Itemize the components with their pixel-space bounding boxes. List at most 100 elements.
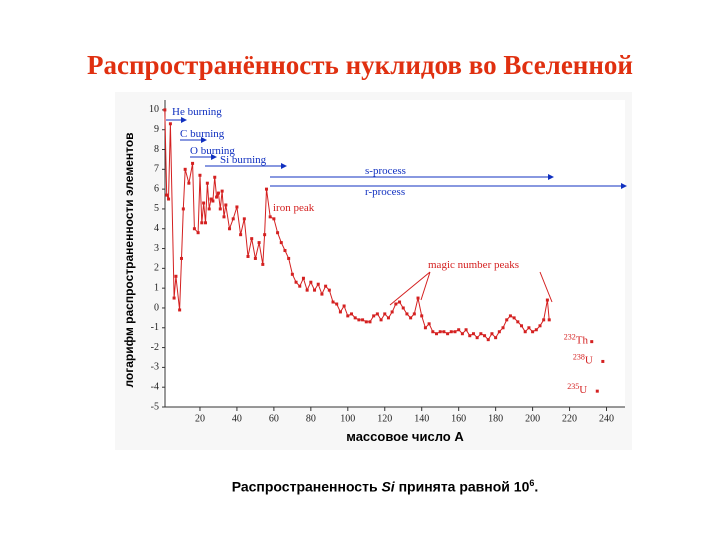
annotation: r-process bbox=[365, 186, 405, 198]
data-point bbox=[405, 312, 409, 316]
data-point bbox=[545, 298, 549, 302]
y-tick-label: 9 bbox=[154, 124, 159, 135]
data-point bbox=[483, 334, 487, 338]
data-point bbox=[390, 310, 394, 314]
data-point bbox=[361, 318, 365, 322]
data-point bbox=[342, 304, 346, 308]
x-tick-label: 120 bbox=[377, 413, 392, 424]
data-point bbox=[215, 195, 219, 199]
data-point bbox=[398, 300, 402, 304]
data-point bbox=[468, 334, 472, 338]
x-tick-label: 20 bbox=[195, 413, 205, 424]
annotation: C burning bbox=[180, 128, 225, 140]
data-point bbox=[442, 330, 446, 334]
data-point bbox=[449, 330, 453, 334]
data-point bbox=[508, 314, 512, 318]
data-point bbox=[187, 181, 191, 185]
data-point bbox=[383, 312, 387, 316]
footnote-exponent: 6 bbox=[529, 478, 535, 488]
data-point bbox=[401, 306, 405, 310]
data-point bbox=[327, 288, 331, 292]
data-point bbox=[375, 312, 379, 316]
data-point bbox=[167, 197, 171, 201]
data-point bbox=[294, 280, 298, 284]
data-point bbox=[246, 254, 250, 258]
data-point bbox=[268, 215, 272, 219]
x-tick-label: 140 bbox=[414, 413, 429, 424]
y-axis-label: логарифм распространенности элементов bbox=[122, 132, 136, 387]
data-point bbox=[220, 189, 224, 193]
isotope-symbol: Th bbox=[576, 335, 589, 347]
data-point bbox=[279, 241, 283, 245]
data-point bbox=[497, 330, 501, 334]
data-point bbox=[222, 215, 226, 219]
data-point bbox=[239, 233, 243, 237]
data-point bbox=[261, 262, 265, 266]
data-point bbox=[412, 312, 416, 316]
data-point bbox=[460, 332, 464, 336]
y-tick-label: -1 bbox=[151, 322, 159, 333]
data-point bbox=[183, 167, 187, 171]
data-point bbox=[172, 296, 176, 300]
x-axis-label: массовое число A bbox=[346, 429, 464, 444]
data-point bbox=[357, 318, 361, 322]
data-point bbox=[464, 328, 468, 332]
data-point bbox=[213, 175, 217, 179]
data-point bbox=[250, 237, 254, 241]
data-point bbox=[231, 217, 235, 221]
footnote-text: принята равной 10 bbox=[394, 478, 530, 495]
data-point bbox=[263, 233, 267, 237]
data-point bbox=[287, 256, 291, 260]
data-point bbox=[409, 316, 413, 320]
chart: логарифм распространенности элементов ма… bbox=[122, 100, 627, 444]
footnote-text: Распространенность bbox=[231, 478, 382, 495]
data-point bbox=[335, 302, 339, 306]
isotope-mass: 238 bbox=[573, 352, 585, 361]
x-tick-label: 40 bbox=[232, 413, 242, 424]
data-point bbox=[313, 288, 317, 292]
isotope-label: 232Th bbox=[564, 333, 589, 347]
data-point bbox=[538, 324, 542, 328]
x-tick-label: 100 bbox=[340, 413, 355, 424]
footnote-text: . bbox=[534, 478, 539, 495]
annotation: Si burning bbox=[220, 154, 267, 166]
isotope-symbol: U bbox=[579, 384, 587, 396]
data-point bbox=[494, 336, 498, 340]
data-point bbox=[431, 330, 435, 334]
data-point bbox=[427, 322, 431, 326]
data-point bbox=[218, 207, 222, 211]
data-point bbox=[179, 256, 183, 260]
data-point bbox=[192, 227, 196, 231]
data-point bbox=[534, 328, 538, 332]
y-tick-label: 3 bbox=[154, 243, 159, 254]
x-tick-label: 220 bbox=[562, 413, 577, 424]
data-point bbox=[420, 314, 424, 318]
isotope-point bbox=[601, 359, 605, 363]
data-point bbox=[471, 332, 475, 336]
isotope-mass: 232 bbox=[564, 333, 576, 342]
y-tick-label: 10 bbox=[149, 104, 159, 115]
y-tick-label: -5 bbox=[151, 401, 159, 412]
data-point bbox=[163, 108, 167, 112]
y-tick-label: 1 bbox=[154, 282, 159, 293]
data-point bbox=[316, 282, 320, 286]
data-point bbox=[257, 241, 261, 245]
data-point bbox=[520, 324, 524, 328]
y-tick-label: 2 bbox=[154, 263, 159, 274]
data-point bbox=[486, 338, 490, 342]
data-point bbox=[547, 318, 551, 322]
footnote-element: Si bbox=[381, 478, 395, 495]
y-tick-label: -4 bbox=[151, 381, 159, 392]
data-point bbox=[416, 296, 420, 300]
data-point bbox=[505, 318, 509, 322]
data-point bbox=[290, 272, 294, 276]
data-point bbox=[501, 326, 505, 330]
data-point bbox=[174, 274, 178, 278]
data-point bbox=[353, 316, 357, 320]
annotation: magic number peaks bbox=[428, 259, 519, 271]
y-tick-label: 8 bbox=[154, 144, 159, 155]
data-point bbox=[368, 320, 372, 324]
x-tick-label: 80 bbox=[306, 413, 316, 424]
data-point bbox=[178, 308, 182, 312]
